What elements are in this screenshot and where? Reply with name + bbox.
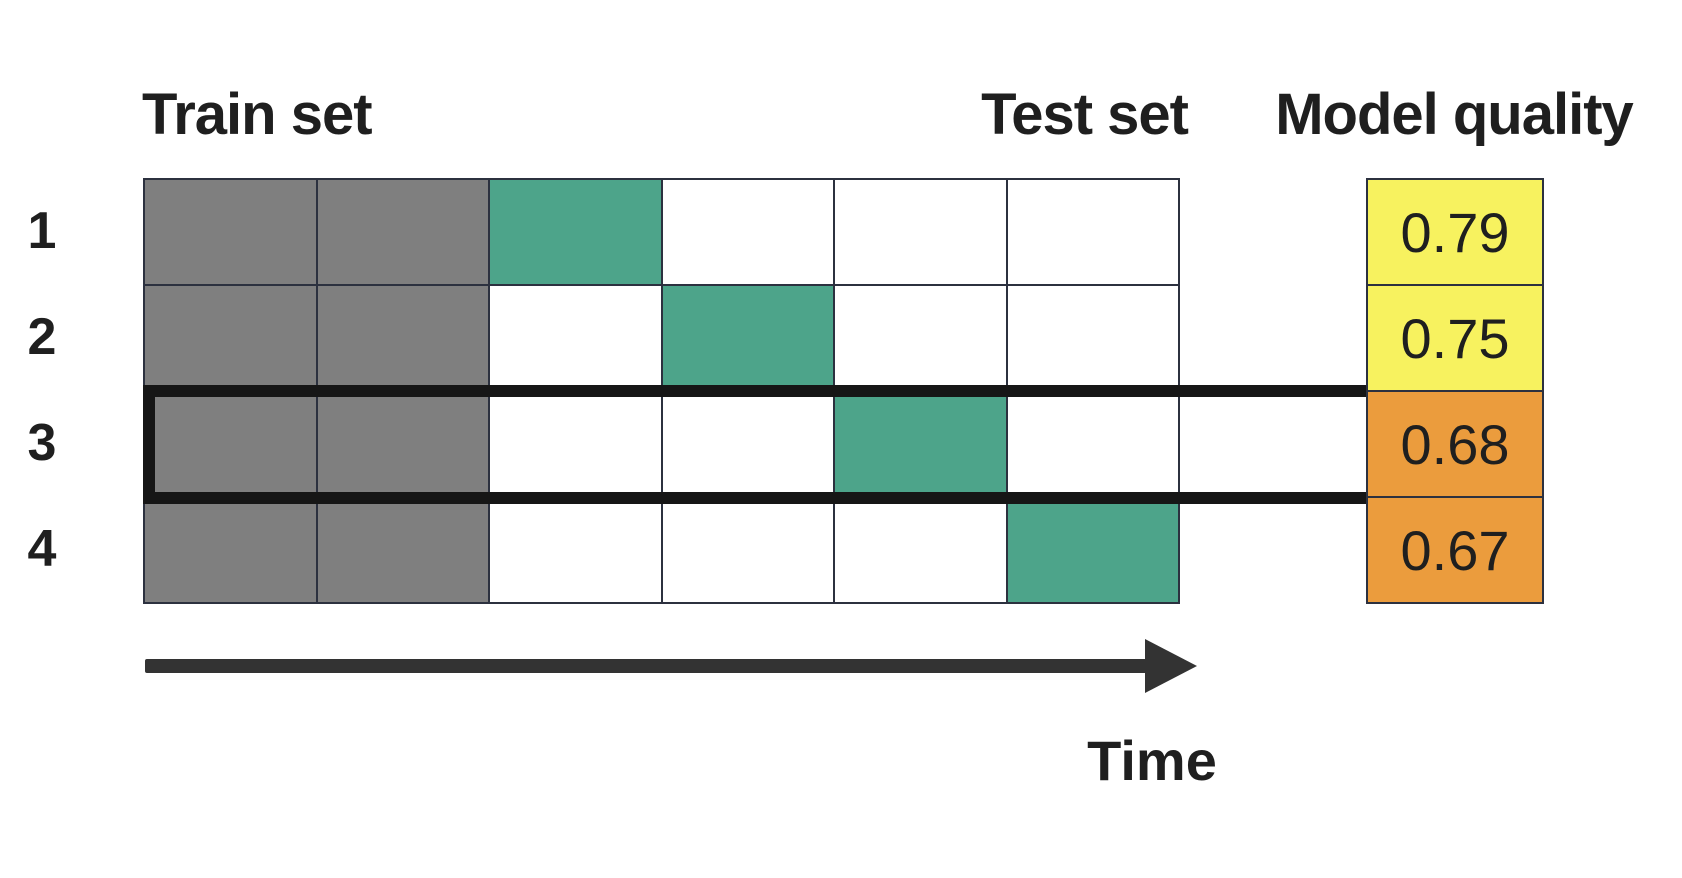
train-cell [145,392,318,498]
quality-cell-3: 0.68 [1368,392,1544,498]
fold-label-2: 2 [27,308,57,366]
time-axis-label: Time [1087,729,1217,792]
test-cell [490,180,663,286]
blank-cell [662,180,835,286]
test-cell [835,392,1008,498]
test-set-label: Test set [981,82,1189,147]
fold-label-3: 3 [27,414,57,472]
blank-cell [835,286,1008,392]
blank-cell [490,286,663,392]
train-cell [317,498,490,604]
blank-cell [1007,180,1180,286]
blank-cell [490,392,663,498]
time-arrow-shaft [145,659,1150,673]
blank-cell [835,180,1008,286]
fold-label-4: 4 [27,520,57,578]
quality-cell-4: 0.67 [1368,498,1544,604]
quality-cell-1: 0.79 [1368,180,1544,286]
blank-cell [835,498,1008,604]
model-quality-column: 0.79 0.75 0.68 0.67 [1366,178,1544,604]
blank-cell [662,498,835,604]
train-cell [145,286,318,392]
blank-cell [490,498,663,604]
blank-cell [1007,392,1180,498]
train-cell [145,498,318,604]
train-cell [317,392,490,498]
train-set-label: Train set [142,82,373,147]
test-cell [662,286,835,392]
train-cell [317,180,490,286]
blank-cell [662,392,835,498]
fold-label-1: 1 [27,202,57,260]
quality-cell-2: 0.75 [1368,286,1544,392]
cv-grid [143,178,1180,604]
train-cell [317,286,490,392]
test-cell [1007,498,1180,604]
model-quality-label: Model quality [1275,82,1634,147]
train-cell [145,180,318,286]
blank-cell [1007,286,1180,392]
time-arrow-head-icon [1145,639,1197,693]
